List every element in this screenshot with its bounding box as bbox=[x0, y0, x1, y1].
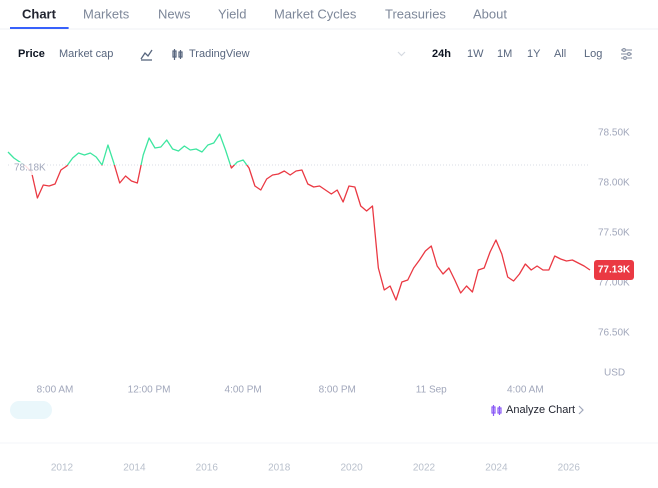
analyze-chart[interactable]: Analyze Chart bbox=[506, 404, 575, 416]
y-tick-label: 77.50K bbox=[598, 228, 630, 239]
x-tick-label: 11 Sep bbox=[416, 385, 447, 396]
y-tick-label: 76.50K bbox=[598, 328, 630, 339]
dropdown-chevron bbox=[397, 51, 406, 57]
hidden-dropdown[interactable] bbox=[340, 46, 412, 63]
analyze-icon bbox=[491, 405, 502, 416]
x-tick-label: 8:00 AM bbox=[37, 385, 74, 396]
x-tick-label: 4:00 PM bbox=[225, 385, 262, 396]
nav-tab[interactable]: Chart bbox=[22, 6, 57, 21]
x-tick-label: 4:00 AM bbox=[507, 385, 544, 396]
tradingview-icon bbox=[172, 49, 183, 60]
analyze-chevron bbox=[578, 405, 584, 415]
y-tick-label: 77.00K bbox=[598, 278, 630, 289]
nav-tab[interactable]: Market Cycles bbox=[274, 6, 357, 21]
price-line-below bbox=[23, 165, 591, 301]
range-button[interactable]: 24h bbox=[432, 48, 451, 60]
range-button[interactable]: 1M bbox=[497, 48, 512, 60]
navigator-year: 2020 bbox=[340, 463, 363, 474]
tradingview-button[interactable]: TradingView bbox=[189, 48, 250, 60]
y-tick-label: 78.50K bbox=[598, 128, 630, 139]
nav-tab[interactable]: News bbox=[158, 6, 191, 21]
x-tick-label: 8:00 PM bbox=[319, 385, 356, 396]
navigator-year: 2018 bbox=[268, 463, 291, 474]
nav-tab[interactable]: Treasuries bbox=[385, 6, 446, 21]
range-button[interactable]: 1W bbox=[467, 48, 484, 60]
navigator-year: 2026 bbox=[558, 463, 581, 474]
price-line-above bbox=[7, 133, 248, 165]
nav-tab[interactable]: Yield bbox=[218, 6, 246, 21]
nav-tab[interactable]: About bbox=[473, 6, 507, 21]
current-price-badge bbox=[594, 260, 634, 280]
faded-badge bbox=[10, 401, 52, 419]
current-price-label: 77.13K bbox=[598, 265, 631, 276]
currency-label: USD bbox=[604, 368, 625, 379]
y-tick-label: 78.00K bbox=[598, 178, 630, 189]
line-chart-icon[interactable] bbox=[140, 49, 153, 60]
reference-label: 78.18K bbox=[14, 163, 46, 174]
navigator-year: 2014 bbox=[123, 463, 146, 474]
range-button[interactable]: 1Y bbox=[527, 48, 541, 60]
metric-toggle[interactable]: Price bbox=[18, 48, 45, 60]
nav-tab[interactable]: Markets bbox=[83, 6, 130, 21]
navigator-year: 2012 bbox=[51, 463, 74, 474]
navigator-year: 2022 bbox=[413, 463, 436, 474]
reference-label-bg bbox=[10, 162, 46, 175]
settings-icon[interactable] bbox=[621, 48, 632, 60]
navigator-year: 2016 bbox=[196, 463, 219, 474]
x-tick-label: 12:00 PM bbox=[128, 385, 171, 396]
metric-toggle[interactable]: Market cap bbox=[59, 48, 113, 60]
active-tab-underline bbox=[10, 27, 69, 29]
navigator-year: 2024 bbox=[485, 463, 508, 474]
range-button[interactable]: All bbox=[554, 48, 566, 60]
log-toggle[interactable]: Log bbox=[584, 48, 602, 60]
